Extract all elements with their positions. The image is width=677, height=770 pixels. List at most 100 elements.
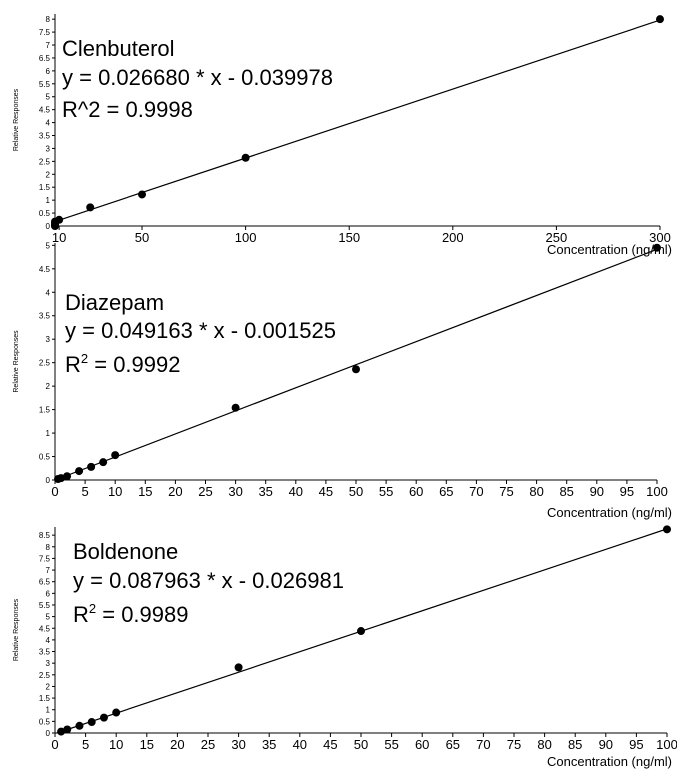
y-tick-label: 0 bbox=[46, 222, 51, 231]
chart-panel-3: 0 0.5 1 1.5 2 2.5 3 3.5 4 4.5 5 5.5 6 6.5 7 7.5 8 8.5 0 5 10… bbox=[13, 525, 677, 769]
y-tick-label: 4.5 bbox=[39, 265, 51, 274]
x-tick-label: 80 bbox=[529, 484, 543, 499]
x-tick-label: 45 bbox=[323, 737, 337, 752]
data-point bbox=[86, 203, 95, 212]
y-tick-label: 5.5 bbox=[39, 601, 51, 610]
x-tick-label: 200 bbox=[442, 230, 464, 245]
x-tick-label: 70 bbox=[469, 484, 483, 499]
x-tick-label: 85 bbox=[568, 737, 582, 752]
data-point bbox=[99, 458, 108, 467]
data-point bbox=[241, 153, 250, 162]
y-tick-label: 7.5 bbox=[39, 28, 51, 37]
data-point bbox=[231, 403, 240, 412]
r-squared-label: R2 = 0.9992 bbox=[65, 351, 181, 377]
x-tick-label: 75 bbox=[507, 737, 521, 752]
x-axis-title: Concentration (ng/ml) bbox=[547, 505, 672, 520]
data-point bbox=[55, 215, 64, 224]
x-tick-label: 5 bbox=[81, 484, 88, 499]
regression-equation: y = 0.087963 * x - 0.026981 bbox=[73, 568, 344, 593]
y-tick-label: 7 bbox=[46, 566, 51, 575]
y-tick-label: 8 bbox=[46, 543, 51, 552]
x-tick-label: 60 bbox=[409, 484, 423, 499]
y-tick-label: 3 bbox=[46, 144, 51, 153]
data-point bbox=[63, 725, 72, 734]
compound-title: Boldenone bbox=[73, 539, 178, 564]
y-tick-label: 8 bbox=[46, 15, 51, 24]
y-tick-label: 4 bbox=[46, 119, 51, 128]
x-axis-title: Concentration (ng/ml) bbox=[547, 754, 672, 769]
x-tick-label: 85 bbox=[559, 484, 573, 499]
x-tick-label: 35 bbox=[262, 737, 276, 752]
x-tick-label: 0 bbox=[51, 737, 58, 752]
r-squared-label: R2 = 0.9989 bbox=[73, 601, 189, 627]
y-tick-label: 5 bbox=[46, 241, 51, 250]
y-tick-label: 7.5 bbox=[39, 554, 51, 563]
x-tick-label: 65 bbox=[446, 737, 460, 752]
data-point bbox=[112, 708, 121, 717]
x-tick-label: 35 bbox=[258, 484, 272, 499]
y-tick-label: 2.5 bbox=[39, 671, 51, 680]
x-tick-label: 250 bbox=[546, 230, 568, 245]
regression-line bbox=[54, 19, 661, 223]
data-point bbox=[653, 243, 661, 252]
y-tick-label: 6.5 bbox=[39, 578, 51, 587]
x-tick-label: 95 bbox=[629, 737, 643, 752]
y-tick-label: 0 bbox=[46, 476, 51, 485]
data-point bbox=[111, 451, 120, 460]
y-tick-label: 0.5 bbox=[39, 453, 51, 462]
y-tick-label: 0.5 bbox=[39, 209, 51, 218]
y-tick-label: 8.5 bbox=[39, 531, 51, 540]
x-tick-label: 100 bbox=[235, 230, 257, 245]
x-tick-label: 300 bbox=[649, 230, 671, 245]
x-tick-label: 15 bbox=[138, 484, 152, 499]
data-point bbox=[87, 462, 96, 471]
data-point bbox=[138, 190, 147, 199]
x-tick-label: 90 bbox=[590, 484, 604, 499]
y-tick-label: 1.5 bbox=[39, 694, 51, 703]
data-point bbox=[663, 525, 671, 534]
y-tick-label: 2 bbox=[46, 382, 51, 391]
y-tick-label: 6 bbox=[46, 589, 51, 598]
data-point bbox=[87, 718, 96, 727]
y-tick-label: 3 bbox=[46, 335, 51, 344]
y-tick-label: 2.5 bbox=[39, 359, 51, 368]
y-tick-label: 1 bbox=[46, 706, 51, 715]
data-point bbox=[75, 467, 84, 476]
x-tick-label: 40 bbox=[293, 737, 307, 752]
x-tick-label: 75 bbox=[499, 484, 513, 499]
x-tick-label: 15 bbox=[140, 737, 154, 752]
data-point bbox=[57, 474, 66, 483]
x-axis-title: Concentration (ng/ml) bbox=[547, 242, 672, 257]
y-tick-label: 5 bbox=[46, 613, 51, 622]
y-tick-label: 4.5 bbox=[39, 106, 51, 115]
y-tick-label: 0.5 bbox=[39, 717, 51, 726]
x-tick-label: 50 bbox=[349, 484, 363, 499]
x-tick-label: 5 bbox=[82, 737, 89, 752]
x-tick-label: 30 bbox=[228, 484, 242, 499]
chart-panel-2: 00.511.522.533.544.550 5 10 15 20 25 30 35 40 45 5… bbox=[13, 241, 672, 520]
regression-equation: y = 0.049163 * x - 0.001525 bbox=[65, 318, 336, 343]
y-tick-label: 3.5 bbox=[39, 312, 51, 321]
x-tick-label: 150 bbox=[338, 230, 360, 245]
data-point bbox=[75, 721, 84, 730]
y-tick-label: 4 bbox=[46, 636, 51, 645]
x-tick-label: 20 bbox=[168, 484, 182, 499]
y-tick-label: 4 bbox=[46, 288, 51, 297]
x-tick-label: 60 bbox=[415, 737, 429, 752]
y-tick-label: 2 bbox=[46, 170, 51, 179]
x-tick-label: 10 bbox=[52, 230, 66, 245]
y-tick-label: 3.5 bbox=[39, 648, 51, 657]
y-tick-label: 1 bbox=[46, 429, 51, 438]
x-tick-label: 50 bbox=[135, 230, 149, 245]
x-tick-label: 25 bbox=[201, 737, 215, 752]
data-point bbox=[57, 727, 66, 736]
y-tick-label: 4.5 bbox=[39, 624, 51, 633]
y-axis-title: Relative Responses bbox=[13, 330, 20, 393]
data-point bbox=[234, 663, 243, 672]
x-tick-label: 50 bbox=[354, 737, 368, 752]
x-tick-label: 100 bbox=[656, 737, 677, 752]
x-tick-label: 10 bbox=[108, 484, 122, 499]
y-tick-label: 1.5 bbox=[39, 406, 51, 415]
data-point bbox=[99, 713, 108, 722]
